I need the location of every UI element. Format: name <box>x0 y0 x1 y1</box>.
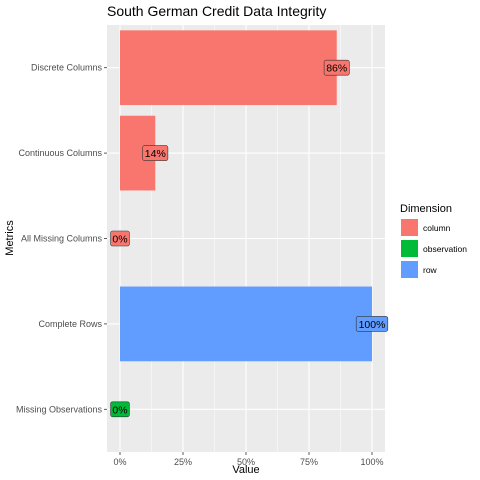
y-axis-ticks: Discrete Columns Continuous Columns All Mi… <box>16 63 107 414</box>
data-labels: 86% 14% 0% 100% 0% <box>110 59 389 418</box>
chart-title: South German Credit Data Integrity <box>107 3 326 19</box>
legend-label: row <box>423 265 438 275</box>
data-label-text: 86% <box>326 63 347 75</box>
legend-swatch <box>401 240 418 257</box>
legend-swatch <box>401 261 418 278</box>
y-axis-title: Metrics <box>4 220 16 256</box>
x-axis-ticks: 0% 25% 50% 75% 100% <box>113 452 384 467</box>
data-label-text: 14% <box>145 148 166 160</box>
legend: Dimension column observation row <box>400 203 467 278</box>
data-label-box <box>355 316 389 332</box>
data-label: 14% <box>142 145 169 161</box>
x-tick-label: 25% <box>174 457 192 467</box>
bars <box>120 30 372 362</box>
y-tick-label: Continuous Columns <box>18 148 102 158</box>
data-label-box <box>323 59 350 76</box>
y-tick-label: Missing Observations <box>16 404 103 414</box>
x-tick-label: 75% <box>300 457 318 467</box>
data-label: 100% <box>355 316 389 332</box>
y-tick-label: Complete Rows <box>38 319 102 329</box>
data-label-text: 0% <box>112 404 127 416</box>
legend-label: column <box>423 223 451 233</box>
data-label: 0% <box>110 401 130 418</box>
data-label-box <box>142 145 169 161</box>
bar <box>120 286 372 362</box>
x-tick-label: 0% <box>113 457 126 467</box>
y-tick-label: All Missing Columns <box>21 234 103 244</box>
x-tick-label: 100% <box>360 457 383 467</box>
data-label: 0% <box>110 230 130 247</box>
bar <box>120 30 337 106</box>
data-label-box <box>110 230 130 247</box>
data-label-text: 100% <box>359 319 386 331</box>
data-label-text: 0% <box>112 234 127 246</box>
y-tick-label: Discrete Columns <box>31 63 103 73</box>
data-label: 86% <box>323 59 350 76</box>
legend-title: Dimension <box>400 203 452 215</box>
x-tick-label: 50% <box>237 457 255 467</box>
legend-swatch <box>401 219 418 236</box>
data-label-box <box>110 401 130 418</box>
x-axis-title: Value <box>232 464 259 476</box>
legend-label: observation <box>423 244 467 254</box>
